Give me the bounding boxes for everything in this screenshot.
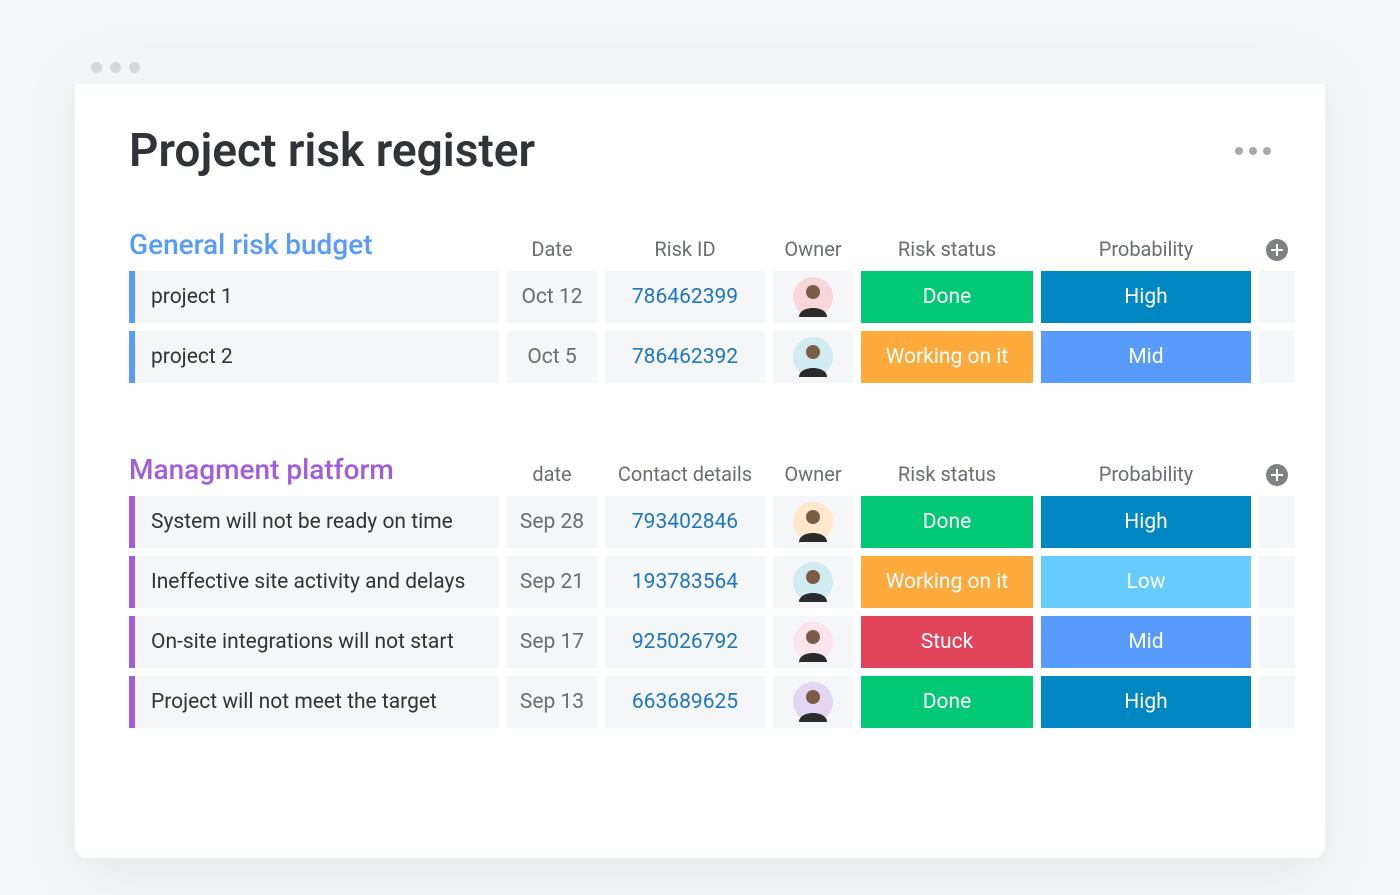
avatar[interactable] [793, 682, 833, 722]
column-header[interactable]: Risk status [861, 462, 1033, 486]
date-cell[interactable]: Sep 17 [507, 616, 597, 668]
avatar[interactable] [793, 622, 833, 662]
row-trailing-cell [1259, 331, 1295, 383]
row-name-cell[interactable]: project 2 [129, 331, 499, 383]
owner-cell[interactable] [773, 496, 853, 548]
avatar[interactable] [793, 277, 833, 317]
column-header[interactable]: Date [507, 237, 597, 261]
column-header[interactable]: Owner [773, 237, 853, 261]
id-cell[interactable]: 193783564 [605, 556, 765, 608]
group-title[interactable]: General risk budget [129, 228, 499, 261]
group-color-stripe [129, 496, 135, 548]
row-trailing-cell [1259, 271, 1295, 323]
id-cell[interactable]: 786462399 [605, 271, 765, 323]
avatar[interactable] [793, 337, 833, 377]
window-control-dot[interactable] [91, 62, 102, 73]
group-color-stripe [129, 556, 135, 608]
row-name-cell[interactable]: On-site integrations will not start [129, 616, 499, 668]
table-row[interactable]: Project will not meet the target Sep 1366… [129, 676, 1271, 728]
page-header: Project risk register [129, 124, 1271, 178]
group: Managment platform date Contact details Own… [129, 453, 1271, 728]
group-header: Managment platform date Contact details Own… [129, 453, 1271, 486]
row-name-cell[interactable]: System will not be ready on time [129, 496, 499, 548]
window-control-dot[interactable] [129, 62, 140, 73]
id-cell[interactable]: 793402846 [605, 496, 765, 548]
app-window: Project risk register General risk budge… [75, 50, 1325, 858]
status-cell[interactable]: Working on it [861, 331, 1033, 383]
probability-cell[interactable]: High [1041, 496, 1251, 548]
more-menu-icon[interactable] [1235, 147, 1271, 155]
id-cell[interactable]: 925026792 [605, 616, 765, 668]
row-name-cell[interactable]: Project will not meet the target [129, 676, 499, 728]
table-row[interactable]: project 1 Oct 12786462399 DoneHigh [129, 271, 1271, 323]
owner-cell[interactable] [773, 616, 853, 668]
status-cell[interactable]: Done [861, 676, 1033, 728]
group-color-stripe [129, 331, 135, 383]
row-trailing-cell [1259, 556, 1295, 608]
groups-container: General risk budget Date Risk ID Owner Risk … [129, 228, 1271, 728]
status-cell[interactable]: Done [861, 271, 1033, 323]
row-name: System will not be ready on time [151, 510, 453, 534]
row-name: Project will not meet the target [151, 690, 437, 714]
group-header: General risk budget Date Risk ID Owner Risk … [129, 228, 1271, 261]
page-content: Project risk register General risk budge… [75, 84, 1325, 858]
date-cell[interactable]: Oct 12 [507, 271, 597, 323]
row-name: project 1 [151, 285, 233, 309]
group-color-stripe [129, 271, 135, 323]
status-cell[interactable]: Working on it [861, 556, 1033, 608]
owner-cell[interactable] [773, 676, 853, 728]
date-cell[interactable]: Oct 5 [507, 331, 597, 383]
column-header[interactable]: Contact details [605, 462, 765, 486]
column-header[interactable]: Owner [773, 462, 853, 486]
row-name: On-site integrations will not start [151, 630, 454, 654]
row-name-cell[interactable]: Ineffective site activity and delays [129, 556, 499, 608]
status-cell[interactable]: Done [861, 496, 1033, 548]
row-name-cell[interactable]: project 1 [129, 271, 499, 323]
group-color-stripe [129, 676, 135, 728]
date-cell[interactable]: Sep 28 [507, 496, 597, 548]
add-column-button[interactable] [1266, 464, 1288, 486]
column-header[interactable]: Probability [1041, 237, 1251, 261]
owner-cell[interactable] [773, 271, 853, 323]
date-cell[interactable]: Sep 21 [507, 556, 597, 608]
window-control-dot[interactable] [110, 62, 121, 73]
probability-cell[interactable]: High [1041, 676, 1251, 728]
page-title: Project risk register [129, 124, 535, 178]
row-trailing-cell [1259, 676, 1295, 728]
avatar[interactable] [793, 502, 833, 542]
group: General risk budget Date Risk ID Owner Risk … [129, 228, 1271, 383]
probability-cell[interactable]: Low [1041, 556, 1251, 608]
probability-cell[interactable]: High [1041, 271, 1251, 323]
row-trailing-cell [1259, 616, 1295, 668]
table-row[interactable]: System will not be ready on time Sep 2879… [129, 496, 1271, 548]
group-title[interactable]: Managment platform [129, 453, 499, 486]
column-header[interactable]: date [507, 462, 597, 486]
table-row[interactable]: project 2 Oct 5786462392 Working on itMid [129, 331, 1271, 383]
window-titlebar [75, 50, 1325, 84]
owner-cell[interactable] [773, 556, 853, 608]
row-name: Ineffective site activity and delays [151, 570, 465, 594]
column-header[interactable]: Risk ID [605, 237, 765, 261]
status-cell[interactable]: Stuck [861, 616, 1033, 668]
group-color-stripe [129, 616, 135, 668]
row-name: project 2 [151, 345, 233, 369]
table-row[interactable]: Ineffective site activity and delays Sep … [129, 556, 1271, 608]
avatar[interactable] [793, 562, 833, 602]
column-header[interactable]: Risk status [861, 237, 1033, 261]
probability-cell[interactable]: Mid [1041, 331, 1251, 383]
table-row[interactable]: On-site integrations will not start Sep 1… [129, 616, 1271, 668]
id-cell[interactable]: 786462392 [605, 331, 765, 383]
add-column-button[interactable] [1266, 239, 1288, 261]
row-trailing-cell [1259, 496, 1295, 548]
date-cell[interactable]: Sep 13 [507, 676, 597, 728]
column-header[interactable]: Probability [1041, 462, 1251, 486]
id-cell[interactable]: 663689625 [605, 676, 765, 728]
probability-cell[interactable]: Mid [1041, 616, 1251, 668]
owner-cell[interactable] [773, 331, 853, 383]
